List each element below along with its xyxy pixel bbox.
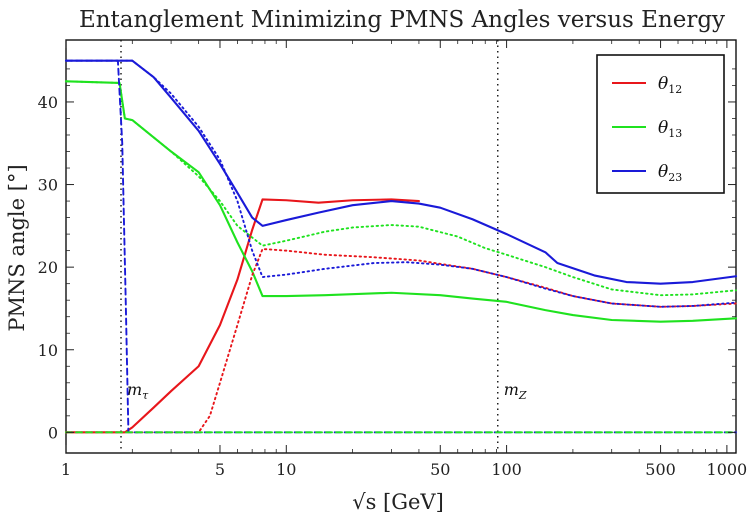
reference-label: mZ (504, 380, 527, 402)
legend-label-sub: 23 (668, 171, 682, 184)
series-line-solid (64, 198, 420, 434)
series-line-dotted (65, 59, 737, 308)
annotation-layer: mτ mZ (120, 40, 527, 453)
x-tick-label: 5 (215, 460, 225, 479)
y-tick-label: 30 (38, 176, 58, 195)
y-tick-label: 40 (38, 93, 58, 112)
x-tick-label: 10 (276, 460, 296, 479)
x-tick-label: 100 (491, 460, 522, 479)
reference-label-sub: Z (518, 389, 527, 402)
x-tick-label: 50 (430, 460, 450, 479)
x-axis-label: √s [GeV] (352, 490, 444, 514)
y-tick-label: 20 (38, 258, 58, 277)
legend-label-sub: 12 (668, 83, 682, 96)
x-tick-label: 1 (61, 460, 71, 479)
series-line-dotted (65, 80, 737, 297)
x-tick-label: 1000 (707, 460, 747, 479)
series-layer (64, 59, 738, 434)
legend-label-sub: 13 (668, 127, 682, 140)
chart-title: Entanglement Minimizing PMNS Angles vers… (79, 7, 725, 33)
y-axis-label: PMNS angle [°] (5, 164, 29, 331)
series-line-solid (64, 59, 738, 285)
y-tick-label: 0 (48, 423, 58, 442)
reference-label-sub: τ (142, 389, 149, 402)
reference-label: mτ (127, 380, 149, 402)
y-tick-label: 10 (38, 341, 58, 360)
plot-frame (65, 39, 737, 454)
x-tick-label: 500 (645, 460, 676, 479)
series-line-dotted (65, 248, 737, 434)
tick-layer: 1 5 10 50 100 500 1000 0 10 20 30 40 (38, 40, 747, 479)
